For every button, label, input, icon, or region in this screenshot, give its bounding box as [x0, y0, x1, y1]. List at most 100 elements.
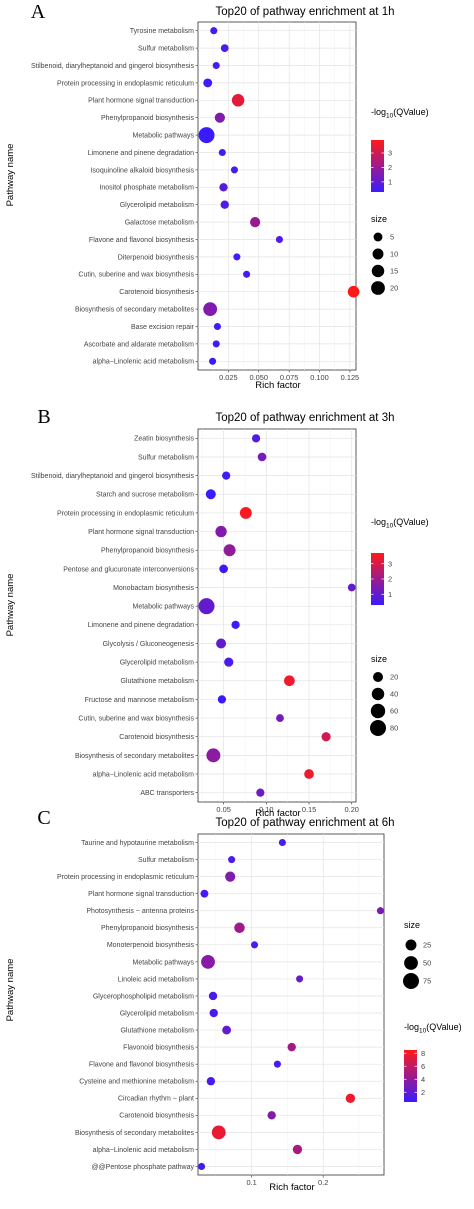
size-legend-title: size: [371, 654, 387, 664]
y-tick-label: ABC transporters: [140, 790, 194, 797]
data-point: [215, 525, 227, 538]
data-point: [214, 112, 225, 123]
y-tick-label: Sulfur metabolism: [138, 454, 194, 461]
y-tick-label: Zeatin biosynthesis: [134, 436, 194, 443]
y-tick-label: Glycolysis / Gluconeogenesis: [103, 641, 195, 648]
color-legend-title: -log10(QValue): [371, 517, 429, 530]
panel-letter: B: [37, 406, 50, 428]
y-tick-label: Monoterpenoid biosynthesis: [107, 942, 195, 949]
x-axis-title: Rich factor: [255, 380, 300, 391]
size-legend-label: 10: [390, 250, 398, 259]
size-legend-key: [371, 687, 385, 701]
size-legend-key: [370, 703, 386, 719]
x-tick-label: 0.100: [310, 373, 329, 382]
y-tick-label: alpha−Linolenic acid metabolism: [93, 359, 195, 366]
y-tick-label: Carotenoid biosynthesis: [119, 734, 194, 741]
y-tick-label: Ascorbate and aldarate metabolism: [84, 341, 194, 348]
size-legend-key: [372, 248, 384, 260]
y-tick-label: Photosynthesis − antenna proteins: [86, 908, 194, 915]
y-tick-label: Flavonoid biosynthesis: [123, 1045, 194, 1052]
size-legend-title: size: [404, 920, 420, 930]
size-legend-label: 50: [423, 959, 431, 968]
data-point: [250, 217, 261, 228]
data-point: [347, 583, 356, 592]
x-tick-label: 0.1: [247, 1178, 257, 1187]
color-legend-label: 2: [388, 163, 392, 172]
size-legend-key: [371, 264, 385, 278]
y-tick-label: Limonene and pinene degradation: [88, 150, 194, 157]
data-point: [222, 471, 231, 480]
panel-a: A Top20 of pathway enrichment at 1h Tyrosi…: [5, 1, 429, 391]
data-point: [219, 564, 228, 574]
panel-letter: C: [37, 807, 50, 829]
y-tick-label: Protein processing in endoplasmic reticu…: [57, 80, 194, 87]
y-tick-label: Phenylpropanoid biosynthesis: [101, 115, 195, 122]
size-legend-label: 40: [390, 690, 398, 699]
y-axis-title: Pathway name: [5, 959, 16, 1022]
panel-letter: A: [31, 1, 46, 23]
data-point: [206, 748, 221, 763]
y-tick-label: Base excision repair: [131, 324, 195, 331]
chart-title: Top20 of pathway enrichment at 6h: [215, 817, 394, 829]
size-legend-label: 20: [390, 284, 398, 293]
size-legend-label: 25: [423, 941, 431, 950]
color-legend-bar: [371, 553, 384, 605]
color-legend-label: 3: [388, 149, 392, 158]
y-tick-label: Glutathione metabolism: [120, 678, 194, 685]
plot-area: [197, 21, 357, 371]
y-tick-label: Monobactam biosynthesis: [113, 585, 194, 592]
chart-title: Top20 of pathway enrichment at 1h: [215, 6, 394, 18]
data-point: [256, 788, 265, 797]
color-legend-label: 4: [421, 1075, 425, 1084]
color-legend-label: 1: [388, 590, 392, 599]
color-legend-bar: [404, 1050, 417, 1102]
data-point: [251, 434, 261, 443]
y-axis-title: Pathway name: [5, 574, 16, 637]
data-point: [278, 838, 286, 847]
size-legend-key: [371, 281, 385, 295]
data-point: [321, 732, 331, 742]
data-point: [257, 452, 267, 462]
size-legend-label: 15: [390, 267, 398, 276]
panel-c: C Top20 of pathway enrichment at 6h Taurin…: [5, 807, 462, 1193]
x-tick-label: 0.2: [318, 1178, 328, 1187]
data-point: [233, 253, 241, 261]
data-point: [223, 544, 236, 557]
data-point: [220, 200, 229, 209]
data-point: [231, 620, 240, 629]
y-tick-label: Sulfur metabolism: [138, 46, 194, 53]
plot-area: [197, 833, 385, 1176]
data-point: [234, 922, 245, 934]
y-tick-label: Limonene and pinene degradation: [88, 622, 194, 629]
size-legend-label: 20: [390, 673, 398, 682]
data-point: [275, 235, 283, 244]
data-point: [219, 183, 228, 192]
y-tick-label: Glutathione metabolism: [120, 1027, 194, 1034]
color-legend-title: -log10(QValue): [371, 107, 429, 120]
color-legend-label: 3: [388, 559, 392, 568]
y-tick-label: Carotenoid biosynthesis: [119, 289, 194, 296]
y-tick-label: Cysteine and methionine metabolism: [79, 1079, 194, 1086]
y-tick-label: Diterpenoid biosynthesis: [118, 254, 195, 261]
y-tick-label: Biosynthesis of secondary metabolites: [75, 307, 195, 314]
data-point: [345, 1093, 356, 1103]
data-point: [231, 94, 245, 107]
y-tick-label: Stilbenoid, diarylheptanoid and gingerol…: [31, 473, 195, 480]
y-tick-label: Glycerolipid metabolism: [120, 660, 194, 667]
x-tick-label: 0.125: [341, 373, 360, 382]
data-point: [213, 322, 221, 331]
size-legend-label: 80: [390, 724, 398, 733]
y-tick-label: Protein processing in endoplasmic reticu…: [57, 510, 194, 517]
color-legend-label: 2: [421, 1088, 425, 1097]
y-tick-label: alpha−Linolenic acid metabolism: [93, 771, 195, 778]
data-point: [211, 1125, 226, 1140]
y-tick-label: Phenylpropanoid biosynthesis: [101, 925, 195, 932]
plot-area: [197, 428, 357, 803]
y-tick-label: @@Pentose phosphate pathway: [91, 1164, 194, 1171]
data-point: [228, 856, 236, 864]
size-legend-key: [405, 939, 417, 951]
color-legend-bar: [371, 140, 384, 192]
y-tick-label: Flavone and flavonol biosynthesis: [89, 1062, 195, 1069]
data-point: [209, 357, 217, 365]
y-tick-label: Glycerolipid metabolism: [120, 202, 194, 209]
